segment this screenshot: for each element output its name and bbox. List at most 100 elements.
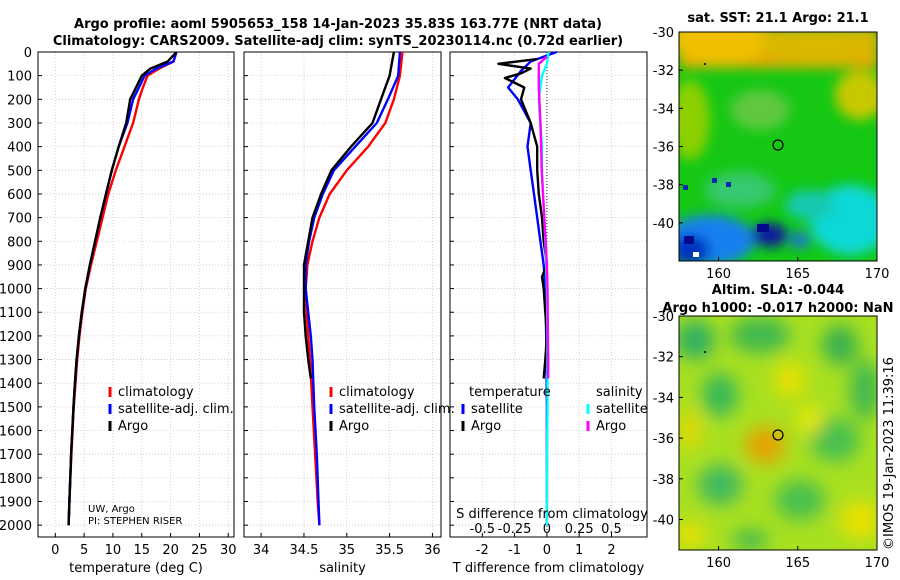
y-tick-label: 1300 (0, 354, 32, 369)
x-tick-label: 15 (133, 543, 150, 558)
sst-map-pixel (712, 178, 717, 183)
legend-label-s-satellite: satellite (596, 402, 648, 417)
sla-map (679, 316, 877, 550)
salinity-legend: climatology satellite-adj. clim. Argo (329, 385, 455, 434)
map-x-tick-label: 170 (865, 556, 890, 571)
y-tick-label: 0 (24, 46, 32, 61)
x-axis-label: salinity (319, 561, 366, 576)
map-x-tick-label: 170 (865, 267, 890, 282)
map-y-tick-label: -40 (653, 513, 674, 528)
y-tick-label: 1100 (0, 306, 32, 321)
series-line-satellite-adj-clim- (304, 51, 402, 526)
salinity-panel: 34 34.5 35 35.5 36 salinity (243, 51, 442, 576)
x-tick-label: 0 (51, 543, 59, 558)
series-line-argo (67, 51, 178, 526)
x-axis-label: temperature (deg C) (69, 561, 203, 576)
map-y-tick-label: -38 (653, 473, 674, 488)
map-y-tick-label: -32 (653, 351, 674, 366)
legend-label-climatology: climatology (118, 385, 194, 400)
series-line-t-argo (497, 57, 549, 379)
temperature-legend: climatology satellite-adj. clim. Argo (108, 385, 234, 434)
sla-map-frame (678, 315, 878, 551)
sst-map-missing-pixel (693, 252, 699, 257)
map-y-tick-label: -40 (653, 217, 674, 232)
y-tick-label: 1800 (0, 472, 32, 487)
sst-map (679, 32, 877, 261)
plot-frame (37, 51, 235, 538)
x-tick-label: 0 (543, 543, 551, 558)
legend-title-salinity: salinity (596, 385, 643, 400)
x-tick-label: 30 (220, 543, 237, 558)
x-tick-label: 34.5 (289, 543, 318, 558)
x-tick-label: 20 (162, 543, 179, 558)
y-tick-label: 2000 (0, 519, 32, 534)
map-y-tick-label: -38 (653, 179, 674, 194)
map-x-tick-label: 160 (706, 556, 731, 571)
legend-label-t-argo: Argo (471, 419, 501, 434)
y-tick-label: 600 (7, 188, 32, 203)
difference-legend: temperature satellite Argo salinity sate… (461, 385, 648, 434)
map-y-tick-label: -34 (653, 391, 674, 406)
y-tick-label: 1600 (0, 425, 32, 440)
legend-label-satellite: satellite-adj. clim. (339, 402, 455, 417)
x-tick-label: 35 (339, 543, 356, 558)
x-tick-label: 10 (105, 543, 122, 558)
legend-label-s-argo: Argo (596, 419, 626, 434)
y-tick-label: 900 (7, 259, 32, 274)
map-x-tick-label: 165 (785, 267, 810, 282)
x-tick-label: 2 (607, 543, 615, 558)
x-tick-label: 1 (575, 543, 583, 558)
legend-label-t-satellite: satellite (471, 402, 523, 417)
sst-map-field (679, 32, 877, 261)
s-tick-label: -0.25 (498, 522, 532, 537)
sla-map-field (679, 317, 877, 550)
legend-label-climatology: climatology (339, 385, 415, 400)
s-tick-label: -0.5 (470, 522, 495, 537)
sst-map-dot (704, 63, 706, 65)
sla-map-axes: 160 165 170 -30 -32 -34 -36 -38 -40 (653, 310, 890, 571)
x-tick-label: 5 (80, 543, 88, 558)
credit-line-1: UW, Argo (88, 504, 135, 515)
y-tick-label: 800 (7, 235, 32, 250)
sla-map-title-1: Altim. SLA: -0.044 (712, 283, 844, 298)
s-axis-label: S difference from climatology (456, 507, 648, 522)
sst-map-cold-patch (684, 236, 694, 244)
y-tick-label: 500 (7, 164, 32, 179)
map-y-tick-label: -32 (653, 64, 674, 79)
x-axis-label: T difference from climatology (452, 561, 645, 576)
header-line-1: Argo profile: aoml 5905653_158 14-Jan-20… (74, 17, 602, 32)
x-tick-label: 36 (424, 543, 441, 558)
sst-map-cold-patch (757, 224, 769, 232)
temperature-panel: 0 5 10 15 20 25 300100200300400500600700800900… (0, 46, 237, 576)
series-line-climatology (304, 51, 404, 526)
x-tick-label: -2 (476, 543, 489, 558)
series-line-s-argo (537, 55, 550, 379)
y-tick-label: 1400 (0, 377, 32, 392)
s-tick-label: 0 (543, 522, 551, 537)
series-line-argo (302, 51, 396, 379)
credit-line-2: PI: STEPHEN RISER (88, 516, 182, 527)
x-tick-label: 35.5 (375, 543, 404, 558)
y-tick-label: 200 (7, 93, 32, 108)
y-tick-label: 400 (7, 141, 32, 156)
y-tick-label: 300 (7, 117, 32, 132)
copyright-stamp: ©IMOS 19-Jan-2023 11:39:16 (882, 357, 897, 550)
sst-map-axes: 160 165 170 -30 -32 -34 -36 -38 -40 (653, 26, 890, 282)
s-tick-label: 0.25 (565, 522, 594, 537)
difference-panel: -2 -1 0 1 2 -0.5 -0.25 0 0.25 0.5 T difference fro… (449, 50, 648, 576)
legend-label-satellite: satellite-adj. clim. (118, 402, 234, 417)
sla-map-title-2: Argo h1000: -0.017 h2000: NaN (662, 301, 893, 316)
plot-frame (243, 51, 442, 538)
y-tick-label: 1700 (0, 448, 32, 463)
x-tick-label: 25 (191, 543, 208, 558)
y-tick-label: 1900 (0, 496, 32, 511)
y-tick-label: 1200 (0, 330, 32, 345)
y-tick-label: 100 (7, 70, 32, 85)
sst-map-pixel (683, 185, 688, 190)
map-y-tick-label: -30 (653, 310, 674, 325)
map-y-tick-label: -30 (653, 26, 674, 41)
header-line-2: Climatology: CARS2009. Satellite-adj cli… (53, 34, 623, 49)
map-x-tick-label: 165 (785, 556, 810, 571)
legend-label-argo: Argo (339, 419, 369, 434)
